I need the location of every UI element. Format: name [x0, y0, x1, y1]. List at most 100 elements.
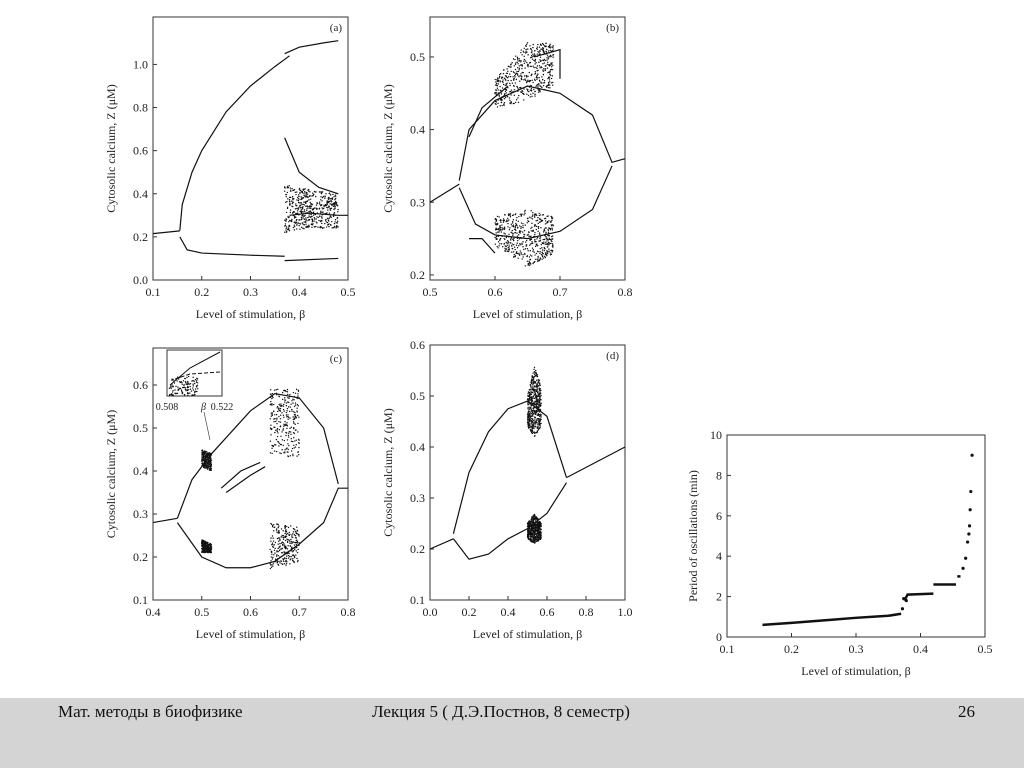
chaotic-point: [275, 555, 278, 557]
chaotic-point: [201, 551, 203, 554]
chaotic-point: [210, 546, 212, 549]
chaotic-point: [318, 203, 321, 205]
chaotic-point: [504, 235, 506, 237]
chaotic-point: [510, 223, 512, 225]
chaotic-point: [539, 56, 542, 59]
chaotic-point: [513, 84, 515, 87]
chaotic-point: [312, 223, 314, 225]
chaotic-point: [525, 239, 528, 242]
chaotic-point: [542, 49, 544, 51]
chaotic-point: [289, 549, 292, 552]
chaotic-point: [296, 557, 298, 560]
chaotic-point: [303, 221, 305, 223]
x-tick-label: 0.2: [462, 605, 477, 619]
chaotic-point: [298, 442, 300, 445]
chaotic-point: [517, 63, 519, 65]
chaotic-point: [295, 213, 297, 215]
chaotic-point: [547, 230, 550, 232]
chaotic-point: [296, 207, 298, 210]
chaotic-point: [194, 390, 196, 393]
chaotic-point: [549, 228, 552, 231]
chaotic-point: [298, 535, 300, 537]
chaotic-point: [287, 215, 289, 218]
chaotic-point: [501, 224, 503, 226]
chaotic-point: [527, 94, 530, 97]
chaotic-point: [302, 227, 304, 229]
chaotic-point: [309, 205, 311, 207]
chaotic-point: [536, 244, 538, 246]
chaotic-point: [541, 251, 543, 253]
chaotic-point: [523, 234, 526, 236]
chaotic-point: [496, 77, 499, 79]
chaotic-point: [291, 542, 294, 544]
chaotic-point: [538, 403, 541, 405]
chaotic-point: [548, 250, 550, 252]
branch-line: [762, 612, 902, 627]
inset-branch: [171, 371, 221, 381]
chaotic-point: [538, 410, 541, 412]
chaotic-point: [517, 234, 520, 236]
x-tick-label: 0.8: [341, 605, 356, 619]
chaotic-point: [541, 242, 543, 244]
chaotic-point: [202, 542, 204, 545]
chaotic-point: [538, 532, 541, 535]
chaotic-point: [288, 431, 291, 433]
chaotic-point: [542, 70, 544, 72]
chaotic-point: [528, 395, 531, 397]
branch-line: [452, 482, 568, 560]
chaotic-point: [539, 417, 541, 420]
chaotic-point: [276, 554, 278, 556]
chaotic-point: [525, 45, 527, 47]
chaotic-point: [285, 529, 287, 531]
chaotic-point: [287, 216, 290, 219]
chaotic-point: [531, 432, 534, 435]
chaotic-point: [291, 559, 294, 562]
chaotic-point: [533, 261, 535, 264]
chaotic-point: [292, 416, 294, 418]
chaotic-point: [551, 227, 553, 229]
chaotic-point: [278, 409, 280, 412]
chaotic-point: [532, 92, 534, 95]
chaotic-point: [550, 77, 553, 80]
chaotic-point: [294, 392, 297, 395]
chaotic-point: [281, 541, 284, 543]
chaotic-point: [292, 211, 294, 214]
inset-pointer: [203, 411, 211, 441]
chaotic-point: [508, 97, 511, 99]
chaotic-point: [323, 204, 325, 206]
chaotic-point: [201, 550, 203, 552]
chaotic-point: [529, 250, 532, 252]
chaotic-point: [271, 414, 274, 417]
chaotic-point: [495, 81, 497, 83]
chaotic-point: [532, 386, 534, 389]
chaotic-point: [284, 449, 286, 451]
chaotic-point: [272, 540, 275, 542]
chaotic-point: [542, 63, 544, 65]
chaotic-point: [534, 63, 536, 65]
chaotic-point: [286, 532, 289, 535]
chaotic-point: [204, 454, 206, 456]
chaotic-point: [546, 59, 548, 61]
chaotic-point: [536, 46, 539, 48]
chaotic-point: [297, 389, 300, 391]
chaotic-point: [334, 205, 336, 208]
chaotic-point: [501, 99, 503, 101]
chaotic-point: [283, 551, 285, 553]
chaotic-point: [277, 523, 279, 526]
chaotic-point: [298, 397, 300, 400]
chaotic-point: [527, 427, 530, 429]
chaotic-point: [295, 554, 297, 556]
chaotic-point: [534, 522, 537, 524]
chaotic-point: [546, 246, 549, 248]
chaotic-point: [271, 524, 274, 527]
chaotic-point: [528, 62, 531, 64]
chaotic-point: [531, 524, 534, 527]
chaotic-point: [210, 547, 213, 550]
chaotic-point: [536, 379, 538, 382]
chaotic-point: [299, 189, 301, 192]
chaotic-point: [284, 187, 286, 189]
chaotic-point: [293, 418, 296, 420]
chaotic-point: [284, 399, 286, 401]
chaotic-point: [543, 80, 546, 82]
chaotic-point: [516, 237, 519, 240]
